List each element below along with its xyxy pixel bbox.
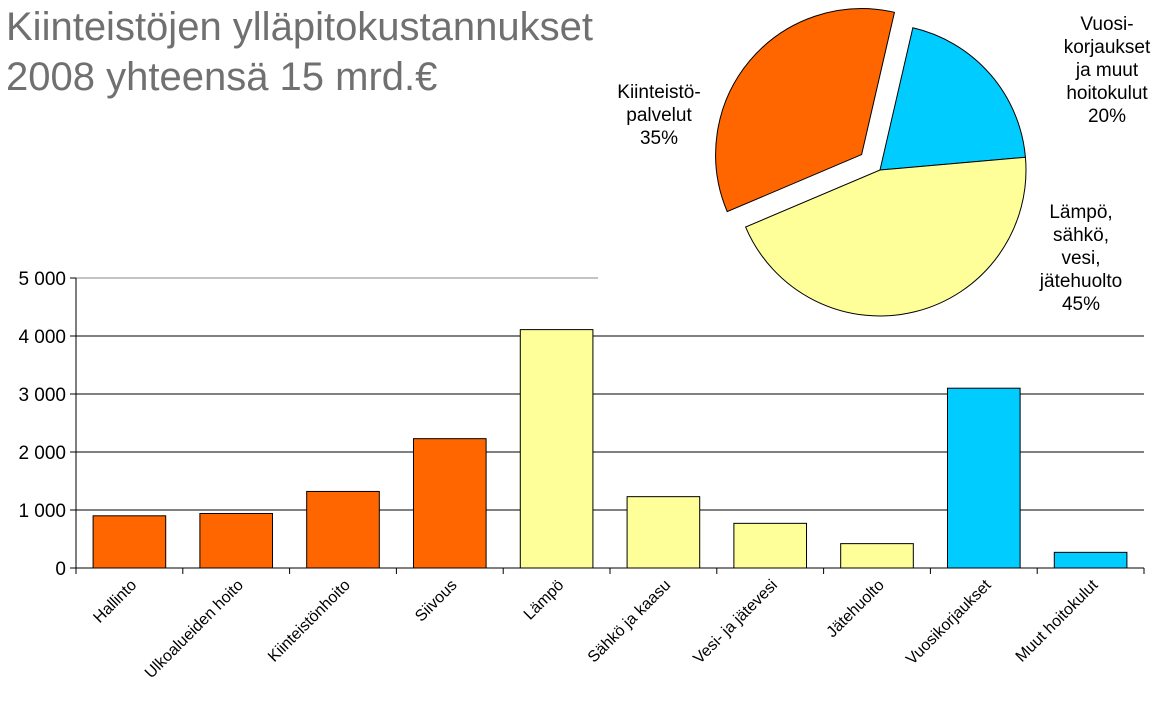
pie-label-line: Kiinteistö- [617,82,700,103]
bar [946,387,1021,569]
bar-chart-axes [70,277,1145,574]
pie-slice-label: Vuosi-korjaukset ja muut hoitokulut 20% [1064,14,1151,127]
category-label: Siivous [412,577,460,625]
y-tick-label: 5 000 [18,269,66,290]
pie-slice-label: Kiinteistö-palvelut 35% [617,82,700,149]
y-tick-label: 3 000 [18,385,66,406]
pie-label-line: vesi, [1061,248,1100,269]
category-label: Lämpö [521,577,568,624]
bar [199,512,274,569]
pie-label-line: 35% [640,128,678,149]
bar-chart-category-labels: Hallinto Ulkoalueiden hoito Kiinteistönhoi… [90,576,1101,682]
pie-label-line: ja muut [1075,60,1139,81]
pie-label-line: korjaukset [1064,37,1151,58]
category-label: Muut hoitokulut [1013,576,1102,665]
pie-slice [744,156,1027,317]
category-label: Hallinto [90,577,140,627]
chart-title: Kiinteistöjen ylläpitokustannukset 2008 … [6,2,593,102]
bar [626,496,701,569]
category-label: Ulkoalueiden hoito [142,577,247,682]
category-label: Sähkö ja kaasu [585,577,674,666]
chart-title-line-1: Kiinteistöjen ylläpitokustannukset [6,5,594,49]
pie-label-line: palvelut [626,105,692,126]
bar [1053,551,1128,569]
pie-slice-label: Lämpö, sähkö, vesi, jätehuolto 45% [1039,202,1122,315]
pie-label-line: sähkö, [1053,225,1109,246]
y-tick-label: 0 [55,559,66,580]
bar [840,543,914,569]
bar [92,515,167,569]
bar [733,522,808,569]
pie-label-line: jätehuolto [1039,271,1122,292]
category-label: Vuosikorjaukset [903,576,995,668]
pie-chart-labels: Vuosi-korjaukset ja muut hoitokulut 20% Lämp… [617,14,1151,315]
category-label: Jätehuolto [824,577,888,641]
bar [306,490,380,569]
pie-label-line: 20% [1088,106,1126,127]
y-tick-label: 4 000 [18,327,66,348]
bar [412,438,487,569]
pie-slice [879,27,1026,171]
category-label: Kiinteistönhoito [265,577,354,666]
pie-chart-slices [715,8,1027,317]
bar-chart-bars [92,329,1128,569]
pie-label-line: Lämpö, [1049,202,1112,223]
pie-label-line: 45% [1062,294,1100,315]
pie-slice [715,8,896,213]
y-tick-label: 1 000 [18,501,66,522]
chart-title-line-2: 2008 yhteensä 15 mrd.€ [6,55,438,99]
category-label: Vesi- ja jätevesi [690,577,781,668]
y-tick-label: 2 000 [18,443,66,464]
pie-label-line: Vuosi- [1080,14,1133,35]
bar-chart-y-tick-labels: 0 1 000 2 000 3 000 4 000 5 000 [18,269,66,580]
bar [519,329,594,569]
pie-label-line: hoitokulut [1066,83,1148,104]
